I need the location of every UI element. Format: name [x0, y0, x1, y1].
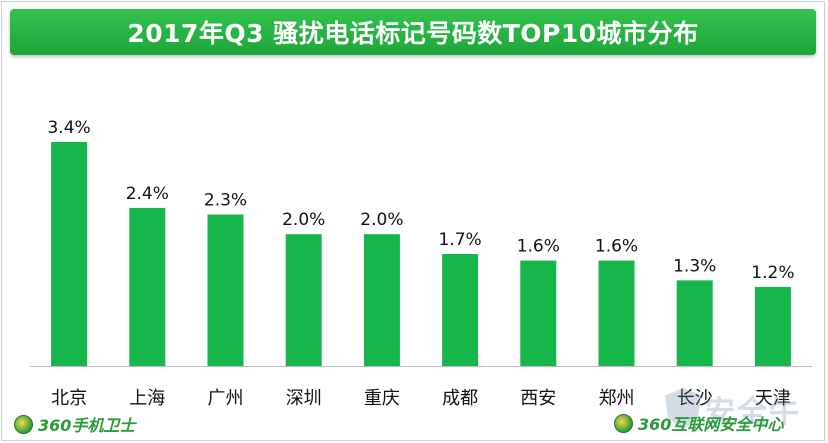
bar-7 — [520, 260, 557, 366]
category-label: 重庆 — [364, 388, 400, 409]
360-logo-icon — [614, 413, 633, 433]
watermark: 安全牛 — [665, 380, 801, 438]
data-label: 1.3% — [673, 256, 716, 276]
bar-1 — [51, 142, 88, 366]
bar-3 — [207, 214, 244, 366]
logo-360-security-center: 360互联网安全中心 — [614, 411, 783, 435]
data-label: 1.6% — [517, 237, 560, 257]
data-label: 1.2% — [751, 263, 794, 283]
chart-title: 2017年Q3 骚扰电话标记号码数TOP10城市分布 — [127, 19, 699, 48]
category-label: 天津 — [755, 388, 791, 409]
category-label: 北京 — [51, 388, 87, 409]
logo-left-text: 360手机卫士 — [38, 416, 136, 435]
category-label: 深圳 — [286, 388, 322, 409]
bar-2 — [129, 207, 166, 366]
360-logo-icon — [14, 414, 33, 434]
watermark-text: 安全牛 — [705, 395, 801, 430]
bar-10 — [754, 286, 791, 366]
data-label: 2.0% — [360, 210, 403, 230]
category-label: 广州 — [208, 388, 244, 409]
bar-6 — [442, 254, 479, 366]
category-label: 郑州 — [599, 388, 635, 409]
category-label: 西安 — [520, 388, 556, 409]
bar-8 — [598, 260, 635, 366]
data-label: 3.4% — [47, 118, 90, 138]
category-label: 上海 — [129, 388, 165, 409]
title-bar: 2017年Q3 骚扰电话标记号码数TOP10城市分布 — [10, 9, 816, 55]
bar-9 — [676, 280, 713, 366]
data-label: 1.6% — [595, 237, 638, 257]
logo-right-text: 360互联网安全中心 — [638, 415, 784, 434]
category-label: 长沙 — [677, 388, 713, 409]
data-label: 2.0% — [282, 210, 325, 230]
category-label: 成都 — [442, 388, 478, 409]
logo-360-mobile-guard: 360手机卫士 — [14, 413, 135, 435]
bar-4 — [285, 234, 322, 366]
bar-5 — [363, 234, 400, 366]
data-label: 1.7% — [438, 230, 481, 250]
data-label: 2.4% — [126, 184, 169, 204]
data-label: 2.3% — [204, 191, 247, 211]
